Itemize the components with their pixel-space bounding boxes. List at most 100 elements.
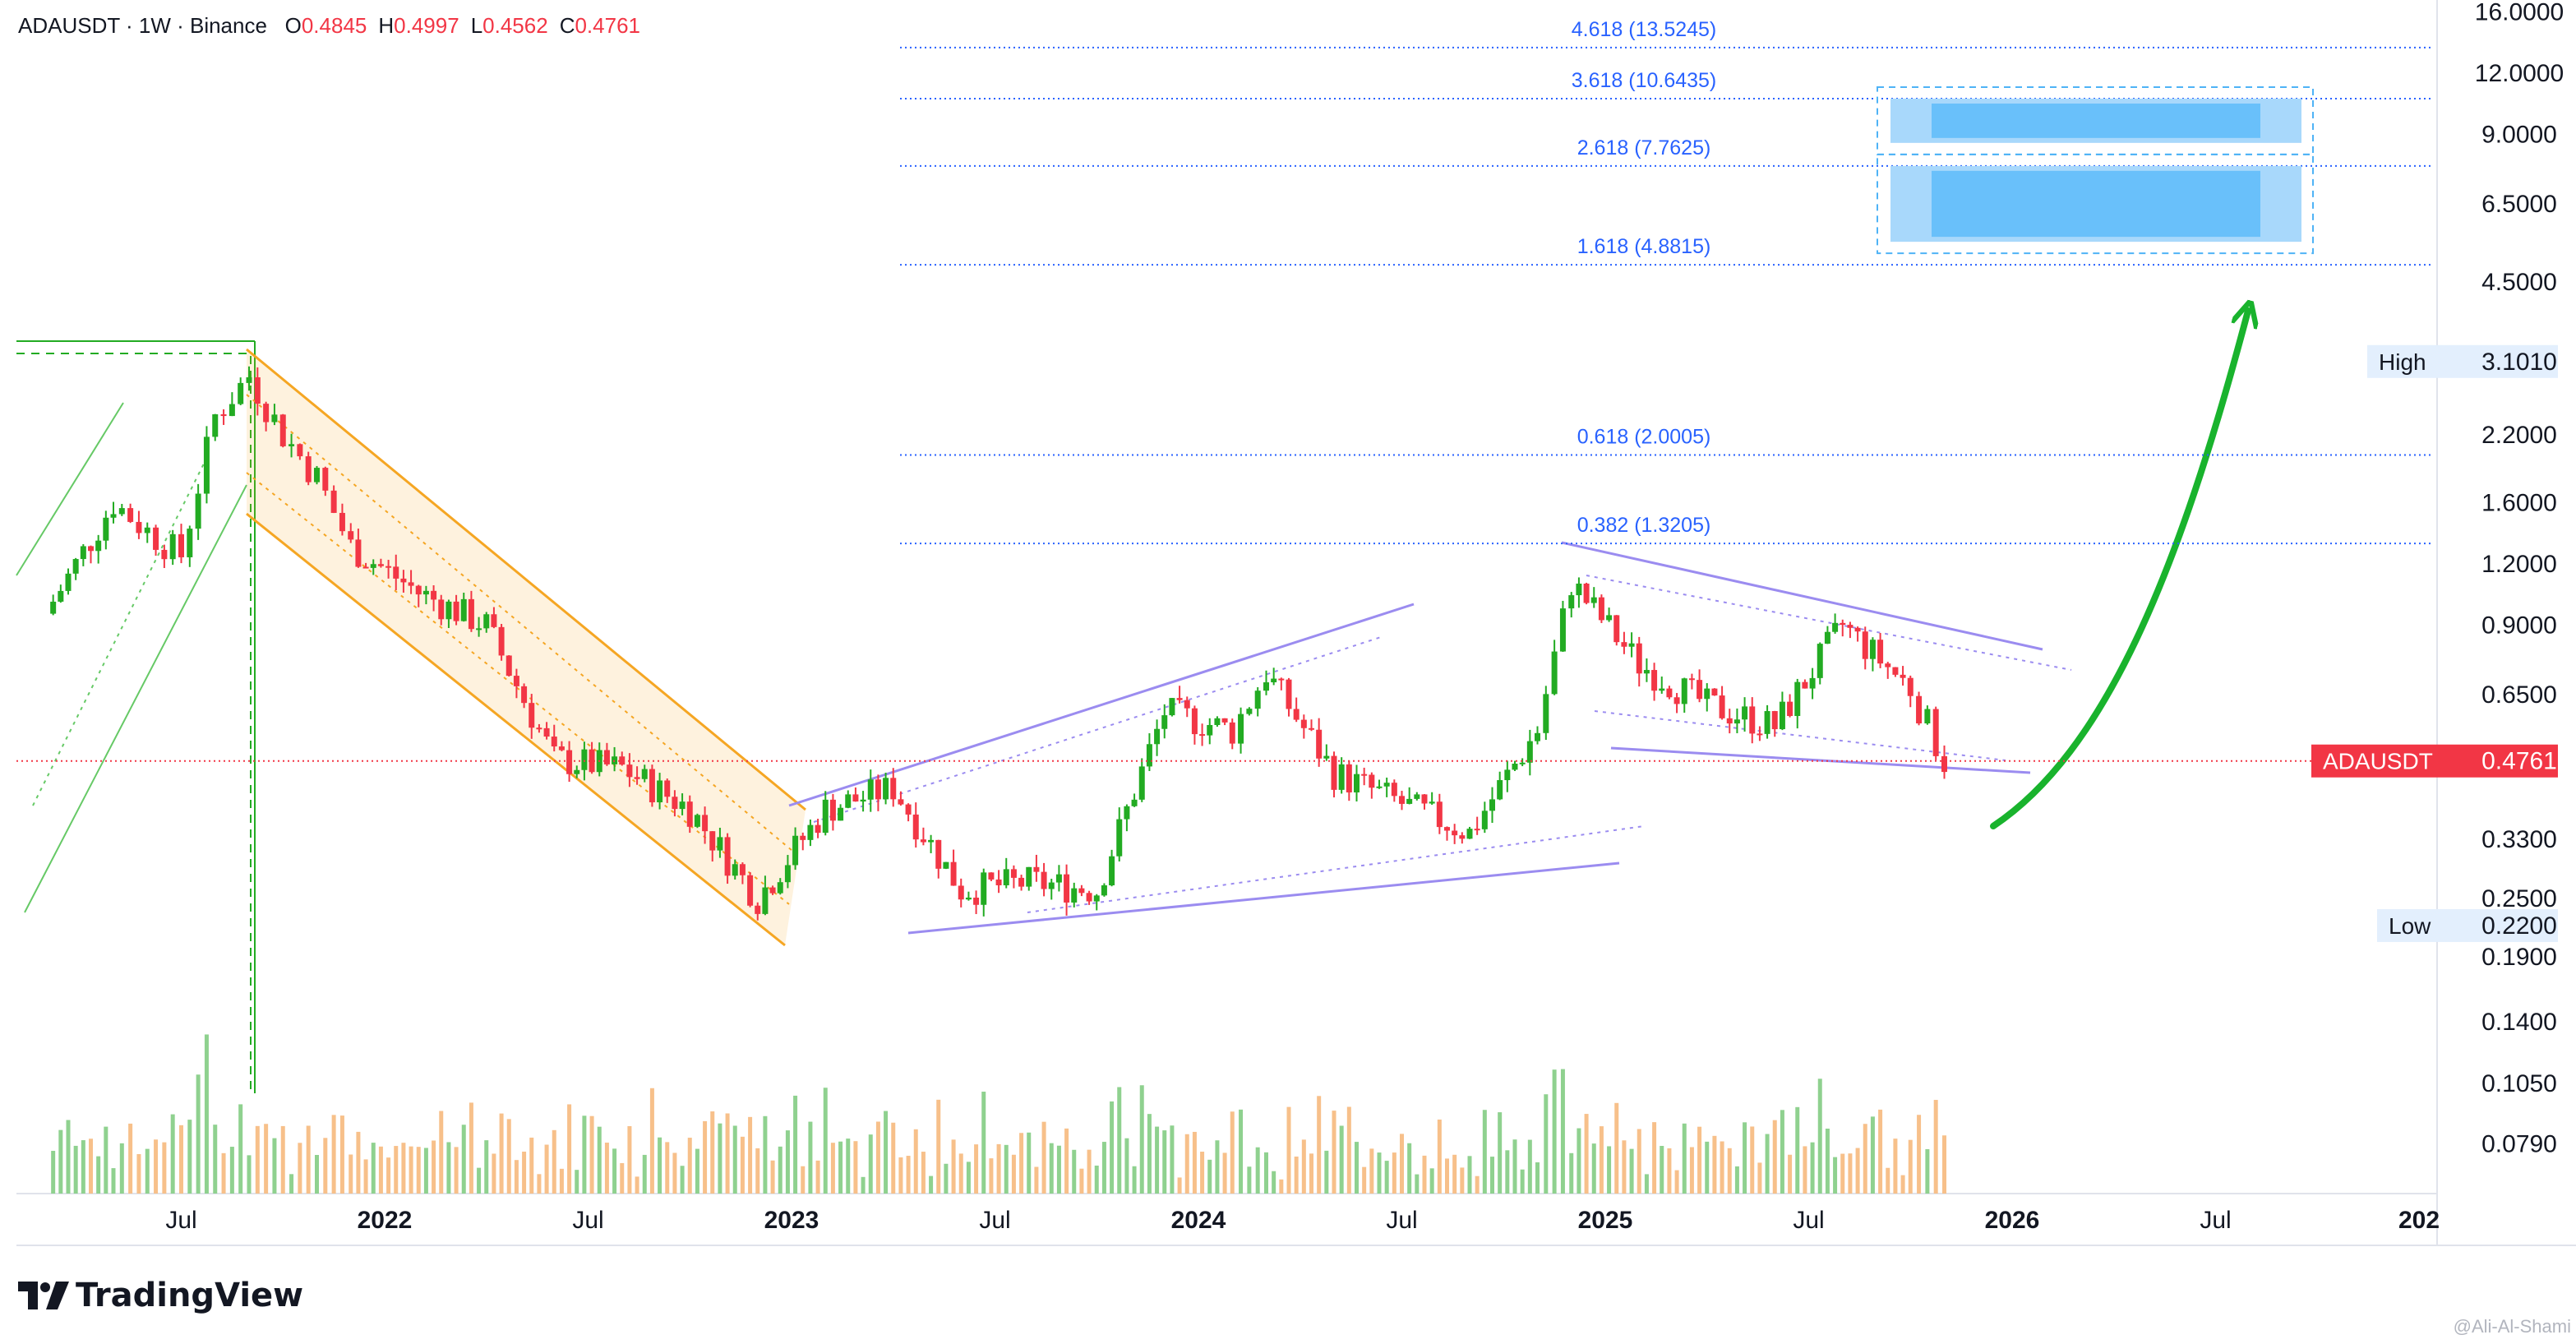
volume-bar: [363, 1159, 368, 1194]
volume-bar: [289, 1174, 294, 1194]
time-axis[interactable]: Jul 2022 Jul 2023 Jul 2024 Jul 2025 Jul 2026 Jul 20…: [165, 1207, 2440, 1234]
candle-body: [1526, 741, 1533, 763]
candle-body: [1802, 681, 1808, 689]
tradingview-logo[interactable]: TradingView: [18, 1277, 303, 1314]
volume-bar: [1407, 1143, 1412, 1194]
volume-bar: [356, 1131, 361, 1194]
volume-bar: [1942, 1135, 1946, 1194]
candle-body: [566, 750, 573, 774]
volume-bars: [51, 1034, 1946, 1194]
volume-bar: [785, 1130, 790, 1194]
volume-bar: [1535, 1162, 1540, 1194]
volume-bar: [213, 1125, 218, 1194]
candle-body: [574, 769, 580, 774]
volume-bar: [891, 1122, 896, 1194]
volume-bar: [929, 1175, 934, 1194]
candle-body: [1263, 682, 1269, 691]
price-tick-label: 12.0000: [2475, 60, 2564, 87]
candle-body: [958, 885, 964, 900]
candle-body: [1414, 794, 1420, 799]
candle-body: [305, 456, 312, 483]
candle-body: [1474, 829, 1480, 831]
volume-bar: [1614, 1102, 1619, 1194]
candle-body: [852, 794, 859, 802]
volume-bar: [1272, 1171, 1276, 1194]
candle-body: [95, 540, 102, 552]
candle-body: [322, 468, 329, 491]
price-tick-label: 1.6000: [2481, 489, 2557, 516]
volume-bar: [1599, 1126, 1604, 1194]
volume-bar: [1520, 1169, 1525, 1194]
candle-body: [800, 835, 806, 840]
candle-body: [362, 566, 369, 569]
volume-bar: [1870, 1116, 1875, 1194]
volume-bar: [298, 1143, 302, 1194]
volume-bar: [247, 1155, 252, 1194]
volume-bar: [703, 1120, 708, 1194]
time-tick-label: Jul: [1793, 1207, 1824, 1234]
volume-bar: [104, 1126, 108, 1194]
volume-bar: [1155, 1126, 1160, 1194]
volume-bar: [755, 1148, 760, 1194]
volume-bar: [1079, 1168, 1084, 1194]
volume-bar: [627, 1126, 632, 1194]
volume-bar: [386, 1157, 391, 1194]
volume-bar: [1294, 1156, 1299, 1194]
candle-body: [1323, 755, 1330, 759]
price-axis[interactable]: 16.0000 12.0000 9.0000 6.5000 4.5000 2.2000 1.…: [2311, 0, 2564, 1158]
volume-bar: [1498, 1112, 1503, 1194]
candle-body: [1176, 698, 1183, 700]
candle-body: [445, 601, 452, 620]
volume-bar: [1332, 1111, 1336, 1194]
candle-body: [1771, 711, 1778, 730]
candle-body: [1688, 678, 1695, 681]
candle-body: [1093, 895, 1100, 902]
candle-body: [822, 799, 829, 834]
volume-bar: [409, 1146, 413, 1194]
volume-bar: [1019, 1133, 1024, 1194]
symbol-legend[interactable]: ADAUSDT · 1W · Binance O0.4845 H0.4997 L0.…: [18, 13, 652, 39]
volume-bar: [778, 1146, 782, 1194]
volume-bar: [1817, 1078, 1822, 1194]
fib-level-label: 4.618 (13.5245): [1572, 18, 1717, 41]
fib-level-label: 3.618 (10.6435): [1572, 69, 1717, 92]
candle-body: [1840, 622, 1846, 626]
price-tick-label: 0.2500: [2481, 885, 2557, 912]
candle-body: [603, 750, 610, 764]
candle-body: [1659, 688, 1665, 691]
candle-body: [1391, 783, 1397, 797]
candle-body: [807, 824, 814, 840]
candle-body: [1869, 640, 1876, 659]
volume-bar: [1124, 1138, 1129, 1194]
volume-bar: [649, 1088, 654, 1194]
volume-bar: [665, 1142, 670, 1194]
candle-body: [1907, 677, 1914, 696]
candle-body: [1331, 755, 1337, 790]
candle-body: [1643, 670, 1650, 674]
candle-body: [755, 905, 761, 914]
candle-body: [72, 559, 79, 574]
volume-bar: [469, 1102, 473, 1194]
candle-body: [348, 531, 354, 540]
candle-body: [1254, 690, 1261, 709]
candle-body: [912, 814, 919, 840]
candle-body: [118, 508, 125, 515]
candle-body: [1900, 674, 1906, 678]
candle-body: [1361, 774, 1368, 776]
candle-body: [1459, 835, 1466, 839]
volume-bar: [884, 1111, 889, 1194]
candle-body: [297, 444, 303, 457]
volume-bar: [1230, 1111, 1235, 1194]
fib-level-label: 0.618 (2.0005): [1577, 425, 1711, 448]
volume-bar: [830, 1143, 835, 1194]
candle-body: [1161, 715, 1168, 729]
candle-body: [1832, 622, 1839, 632]
candle-body: [1749, 706, 1756, 734]
candle-body: [838, 807, 844, 821]
candle-body: [1055, 874, 1062, 883]
candle-body: [694, 815, 700, 827]
fib-level-label: 0.382 (1.3205): [1577, 514, 1711, 537]
volume-bar: [1339, 1125, 1344, 1194]
volume-bar: [801, 1166, 806, 1194]
